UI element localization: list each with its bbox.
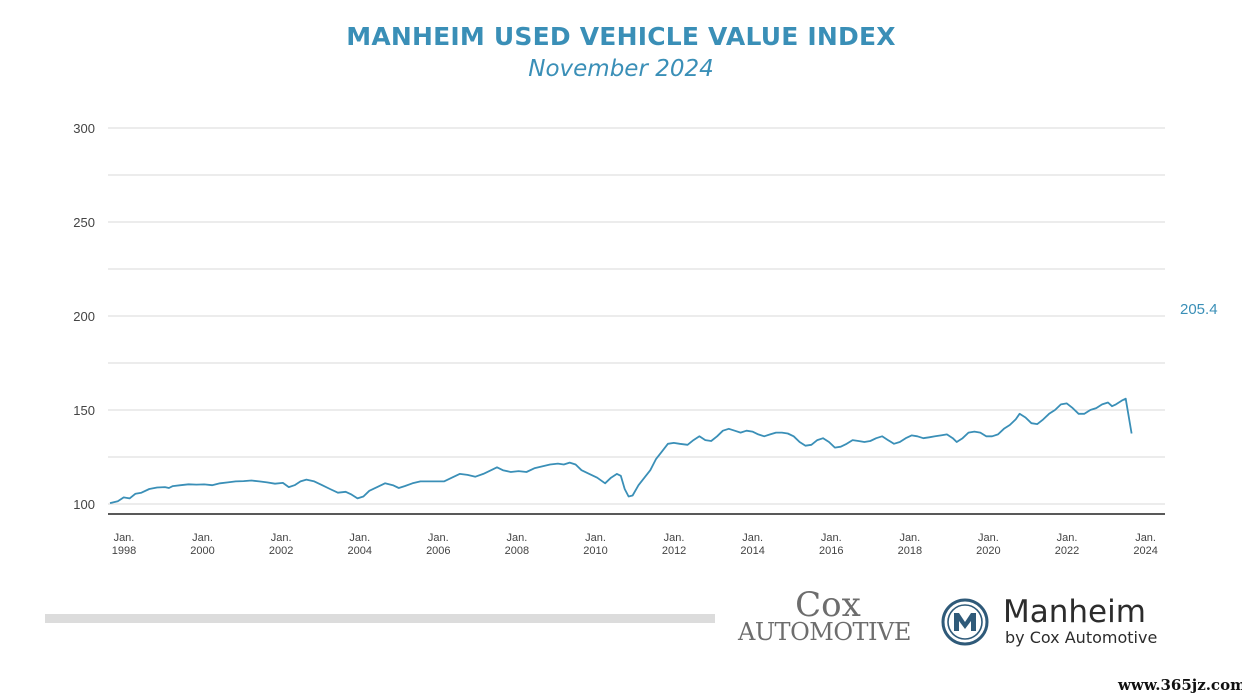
- y-tick-label: 200: [73, 309, 95, 324]
- x-tick-label-bottom: 2018: [898, 545, 922, 557]
- cox-logo-line1: Cox: [795, 585, 861, 625]
- chart-title: MANHEIM USED VEHICLE VALUE INDEX: [346, 22, 896, 51]
- x-tick-label-bottom: 2004: [347, 545, 371, 557]
- x-tick-label-top: Jan.: [978, 532, 999, 544]
- x-tick-label-top: Jan.: [192, 532, 213, 544]
- cox-logo-line2: Automotive: [738, 618, 911, 646]
- x-tick-label-bottom: 2016: [819, 545, 843, 557]
- x-tick-label-top: Jan.: [507, 532, 528, 544]
- x-tick-label-top: Jan.: [428, 532, 449, 544]
- x-tick-label-top: Jan.: [899, 532, 920, 544]
- end-value-label: 205.4: [1180, 301, 1218, 318]
- series-line: [109, 397, 1133, 504]
- y-tick-label: 300: [73, 121, 95, 136]
- x-tick-label-top: Jan.: [114, 532, 135, 544]
- chart-subtitle: November 2024: [528, 56, 714, 82]
- x-tick-label-top: Jan.: [664, 532, 685, 544]
- y-tick-labels: 100 150 200 250 300: [73, 121, 95, 512]
- y-tick-label: 250: [73, 215, 95, 230]
- footer-divider-bar: [45, 614, 715, 623]
- x-tick-label-top: Jan.: [585, 532, 606, 544]
- x-tick-label-top: Jan.: [1057, 532, 1078, 544]
- x-tick-label-bottom: 2006: [426, 545, 450, 557]
- cox-automotive-logo: Cox Automotive: [738, 588, 918, 644]
- x-tick-label-bottom: 1998: [112, 545, 136, 557]
- manheim-logo-text: Manheim: [1003, 594, 1146, 630]
- manheim-m-icon: [941, 598, 989, 646]
- manheim-logo-subtext: by Cox Automotive: [1005, 628, 1158, 647]
- x-tick-label-bottom: 2020: [976, 545, 1000, 557]
- watermark-text: www.365jz.com: [1118, 676, 1242, 694]
- grid-lines: [108, 127, 1165, 505]
- x-tick-label-bottom: 2024: [1133, 545, 1157, 557]
- y-tick-label: 100: [73, 497, 95, 512]
- y-tick-label: 150: [73, 403, 95, 418]
- x-tick-label-top: Jan.: [271, 532, 292, 544]
- x-tick-label-bottom: 2022: [1055, 545, 1079, 557]
- x-tick-labels: Jan.1998Jan.2000Jan.2002Jan.2004Jan.2006…: [112, 532, 1158, 557]
- x-tick-label-bottom: 2010: [583, 545, 607, 557]
- x-tick-label-top: Jan.: [1135, 532, 1156, 544]
- x-tick-label-top: Jan.: [742, 532, 763, 544]
- x-tick-label-top: Jan.: [821, 532, 842, 544]
- x-tick-label-top: Jan.: [349, 532, 370, 544]
- x-tick-label-bottom: 2014: [740, 545, 764, 557]
- x-tick-label-bottom: 2002: [269, 545, 293, 557]
- x-tick-label-bottom: 2012: [662, 545, 686, 557]
- x-tick-label-bottom: 2000: [190, 545, 214, 557]
- x-tick-label-bottom: 2008: [505, 545, 529, 557]
